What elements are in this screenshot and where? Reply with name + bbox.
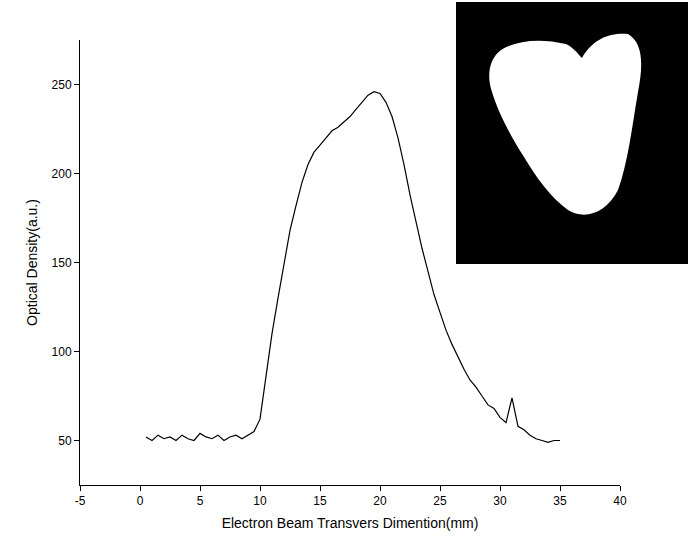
svg-text:40: 40 [613, 494, 627, 508]
svg-text:50: 50 [58, 434, 72, 448]
svg-text:0: 0 [137, 494, 144, 508]
svg-text:35: 35 [553, 494, 567, 508]
svg-text:Electron Beam Transvers Diment: Electron Beam Transvers Dimention(mm) [222, 515, 479, 531]
svg-text:20: 20 [373, 494, 387, 508]
svg-text:250: 250 [52, 78, 72, 92]
svg-text:-5: -5 [75, 494, 86, 508]
svg-text:5: 5 [197, 494, 204, 508]
svg-text:Optical Density(a.u.): Optical Density(a.u.) [24, 199, 40, 326]
svg-text:15: 15 [313, 494, 327, 508]
svg-text:10: 10 [253, 494, 267, 508]
svg-text:200: 200 [52, 167, 72, 181]
svg-text:100: 100 [52, 345, 72, 359]
svg-text:30: 30 [493, 494, 507, 508]
svg-text:150: 150 [52, 256, 72, 270]
svg-text:25: 25 [433, 494, 447, 508]
